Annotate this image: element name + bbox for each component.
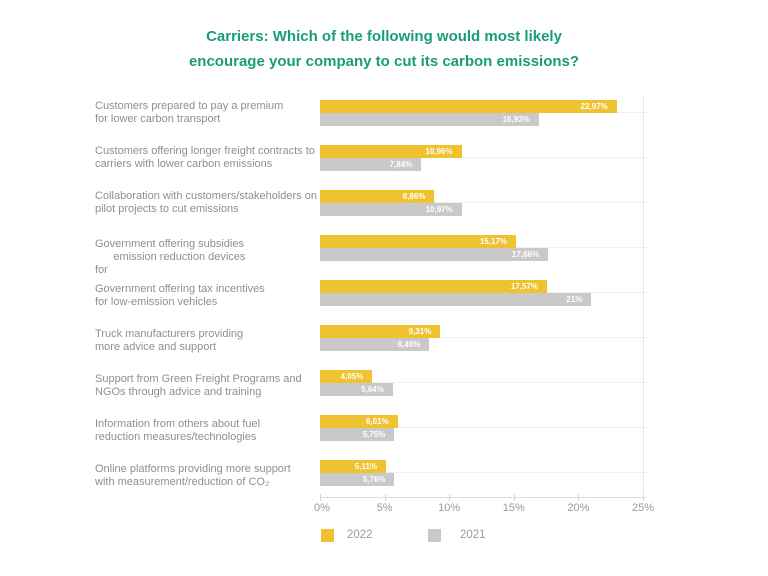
bar-2021: 7,84%	[320, 158, 422, 171]
bar-group: 5,11% 5,76%	[320, 460, 643, 486]
bar-value-label: 22,97%	[580, 102, 608, 111]
category-label: Government offering tax incentives for l…	[95, 283, 265, 308]
bar-group: 17,57% 21%	[320, 280, 643, 306]
category-label: Customers prepared to pay a premium for …	[95, 100, 284, 125]
bar-value-label: 10,96%	[425, 147, 453, 156]
bar-2021: 21%	[320, 293, 592, 306]
x-axis-tick	[513, 494, 515, 501]
bar-2021: 5,76%	[320, 473, 395, 486]
bar-value-label: 4,05%	[340, 372, 364, 381]
x-axis-tick	[384, 494, 386, 501]
gridline-vertical-25pct	[643, 95, 644, 497]
bar-value-label: 8,46%	[397, 340, 421, 349]
x-axis-tick	[320, 494, 321, 501]
chart-legend: 2022 2021	[0, 528, 768, 542]
gridline-horizontal	[320, 337, 647, 338]
bar-group: 9,31% 8,46%	[320, 325, 643, 351]
bar-group: 6,01% 5,75%	[320, 415, 643, 441]
x-axis-tick	[643, 494, 644, 501]
legend-label-2021: 2021	[460, 529, 486, 541]
bar-2022: 22,97%	[320, 100, 617, 113]
bar-group: 22,97% 16,93%	[320, 100, 643, 126]
bar-value-label: 7,84%	[389, 160, 413, 169]
bar-2022: 6,01%	[320, 415, 398, 428]
bar-2022: 10,96%	[320, 145, 462, 158]
bar-2021: 8,46%	[320, 338, 430, 351]
bar-value-label: 5,76%	[362, 475, 386, 484]
bar-2022: 17,57%	[320, 280, 547, 293]
x-axis-tick	[449, 494, 451, 501]
category-label: Government offering subsidies emission r…	[95, 238, 246, 276]
bar-2022: 4,05%	[320, 370, 373, 383]
bar-value-label: 10,97%	[425, 205, 453, 214]
bar-value-label: 17,57%	[510, 282, 538, 291]
x-axis-tick-label: 25%	[631, 502, 655, 514]
bar-value-label: 15,17%	[479, 237, 507, 246]
legend-label-2022: 2022	[347, 529, 373, 541]
bar-2021: 5,75%	[320, 428, 395, 441]
gridline-horizontal	[320, 202, 647, 203]
bar-value-label: 8,86%	[402, 192, 426, 201]
bar-2022: 5,11%	[320, 460, 387, 473]
bar-value-label: 17,66%	[512, 250, 540, 259]
bar-2021: 10,97%	[320, 203, 462, 216]
bar-group: 10,96% 7,84%	[320, 145, 643, 171]
x-axis-tick-label: 5%	[376, 502, 393, 514]
bar-2021: 17,66%	[320, 248, 549, 261]
bar-group: 15,17% 17,66%	[320, 235, 643, 261]
gridline-horizontal	[320, 427, 647, 428]
chart-title-line2: encourage your company to cut its carbon…	[188, 53, 580, 70]
legend-swatch-2021	[428, 529, 441, 542]
bar-2021: 16,93%	[320, 113, 539, 126]
plot-area: 22,97% 16,93% 10,96% 7,84% 8,86% 10,97% …	[314, 95, 654, 514]
category-label: Information from others about fuel reduc…	[95, 418, 261, 443]
bar-2022: 8,86%	[320, 190, 435, 203]
x-axis-line	[320, 497, 647, 498]
x-axis-tick-label: 0%	[314, 502, 330, 514]
gridline-horizontal	[320, 472, 647, 473]
bar-value-label: 6,01%	[365, 417, 389, 426]
bar-group: 8,86% 10,97%	[320, 190, 643, 216]
chart-title-line1: Carriers: Which of the following would m…	[206, 28, 562, 45]
bar-value-label: 5,11%	[354, 462, 378, 471]
chart-title: Carriers: Which of the following would m…	[0, 24, 768, 74]
category-label: Truck manufacturers providing more advic…	[95, 328, 244, 353]
x-axis-tick	[578, 494, 580, 501]
bar-value-label: 9,31%	[408, 327, 432, 336]
bar-value-label: 5,64%	[361, 385, 384, 394]
legend-swatch-2022	[321, 529, 334, 542]
bar-2021: 5,64%	[320, 383, 393, 396]
x-axis-tick-label: 15%	[502, 502, 525, 514]
bar-value-label: 16,93%	[502, 115, 530, 124]
gridline-horizontal	[320, 382, 647, 383]
category-label: Collaboration with customers/stakeholder…	[95, 190, 317, 215]
bar-group: 4,05% 5,64%	[320, 370, 643, 396]
category-label: Online platforms providing more support …	[95, 463, 291, 488]
bar-2022: 15,17%	[320, 235, 516, 248]
x-axis-tick-label: 20%	[567, 502, 590, 514]
category-label: Customers offering longer freight contra…	[95, 145, 315, 170]
bar-value-label: 5,75%	[362, 430, 386, 439]
x-axis-tick-label: 10%	[438, 502, 461, 514]
bar-2022: 9,31%	[320, 325, 441, 338]
category-label: Support from Green Freight Programs and …	[95, 373, 302, 398]
gridline-horizontal	[320, 157, 647, 158]
bar-value-label: 21%	[566, 295, 583, 304]
